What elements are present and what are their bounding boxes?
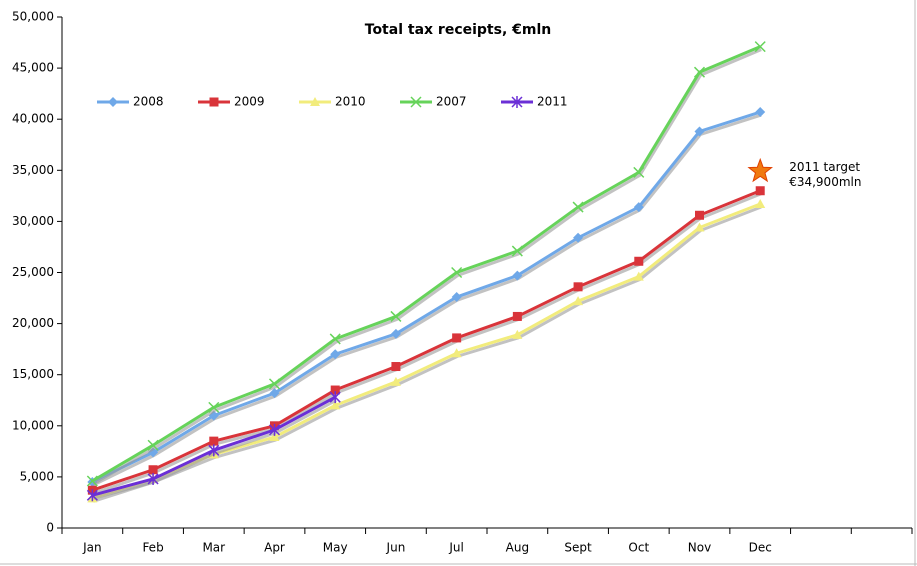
marker — [511, 245, 523, 257]
target-star — [747, 157, 773, 183]
marker — [633, 271, 644, 281]
marker — [209, 436, 219, 446]
legend-label: 2010 — [335, 95, 366, 109]
marker — [512, 270, 523, 281]
x-tick-label: Jun — [386, 541, 406, 555]
x-tick-label: Apr — [264, 541, 285, 555]
marker — [755, 199, 766, 209]
marker — [208, 401, 220, 413]
series-line — [91, 45, 761, 483]
marker — [754, 41, 766, 53]
marker — [693, 66, 706, 78]
x-tick-label: Dec — [749, 541, 772, 555]
marker — [329, 333, 341, 345]
line-shadow — [92, 205, 762, 503]
marker — [633, 166, 645, 178]
marker — [268, 423, 281, 436]
x-tick-label: Jan — [82, 541, 102, 555]
marker — [147, 472, 159, 485]
x-tick-label: Nov — [688, 541, 711, 555]
x-tick-label: Jul — [448, 541, 463, 555]
target-label: €34,900mln — [789, 175, 861, 189]
legend-label: 2007 — [436, 95, 467, 109]
marker — [755, 186, 765, 196]
marker — [310, 97, 320, 106]
x-tick-label: Feb — [142, 541, 163, 555]
y-tick-label: 40,000 — [12, 112, 54, 126]
marker — [391, 362, 401, 372]
series-line — [91, 189, 761, 492]
marker — [451, 348, 462, 358]
y-tick-label: 25,000 — [12, 265, 54, 279]
y-tick-label: 0 — [46, 521, 54, 535]
line-shadow — [92, 398, 337, 500]
y-tick-label: 5,000 — [20, 469, 54, 483]
marker — [330, 400, 341, 410]
line-shadow — [92, 113, 762, 487]
legend-label: 2009 — [234, 95, 265, 109]
marker — [694, 126, 705, 137]
marker — [451, 266, 463, 279]
marker — [451, 292, 462, 303]
marker — [208, 444, 220, 457]
marker — [329, 391, 341, 404]
marker — [511, 96, 523, 108]
legend-label: 2008 — [133, 95, 164, 109]
marker — [410, 96, 422, 108]
marker — [573, 296, 584, 306]
legend-label: 2011 — [537, 95, 568, 109]
marker — [86, 489, 98, 502]
marker — [633, 202, 644, 213]
marker — [573, 282, 583, 292]
marker — [330, 385, 340, 395]
marker — [452, 333, 462, 343]
marker — [268, 378, 281, 390]
marker — [209, 97, 219, 107]
marker — [512, 311, 522, 321]
marker — [390, 328, 401, 339]
marker — [512, 329, 523, 339]
series-line — [91, 110, 761, 484]
y-tick-label: 45,000 — [12, 61, 54, 75]
line-shadow — [92, 192, 762, 495]
marker — [86, 475, 98, 487]
x-tick-label: Oct — [628, 541, 649, 555]
chart-title: Total tax receipts, €mln — [365, 22, 552, 38]
y-tick-label: 20,000 — [12, 316, 54, 330]
y-tick-label: 15,000 — [12, 367, 54, 381]
marker — [269, 388, 280, 399]
marker — [572, 201, 584, 213]
marker — [695, 210, 704, 220]
marker — [269, 432, 280, 442]
marker — [148, 465, 158, 475]
y-tick-label: 30,000 — [12, 214, 54, 228]
marker — [108, 97, 118, 107]
marker — [694, 222, 705, 232]
marker — [147, 439, 159, 451]
x-tick-label: Aug — [506, 541, 529, 555]
marker — [330, 349, 341, 360]
line-shadow — [92, 48, 762, 486]
marker — [755, 107, 766, 118]
y-tick-label: 35,000 — [12, 163, 54, 177]
x-tick-label: Sept — [564, 541, 592, 555]
x-tick-label: Mar — [202, 541, 225, 555]
marker — [390, 376, 401, 386]
x-tick-label: May — [323, 541, 348, 555]
y-tick-label: 10,000 — [12, 418, 54, 432]
marker — [390, 310, 402, 322]
marker — [634, 256, 644, 266]
target-label: 2011 target — [789, 160, 860, 174]
marker — [573, 232, 584, 243]
y-tick-label: 50,000 — [12, 10, 54, 24]
